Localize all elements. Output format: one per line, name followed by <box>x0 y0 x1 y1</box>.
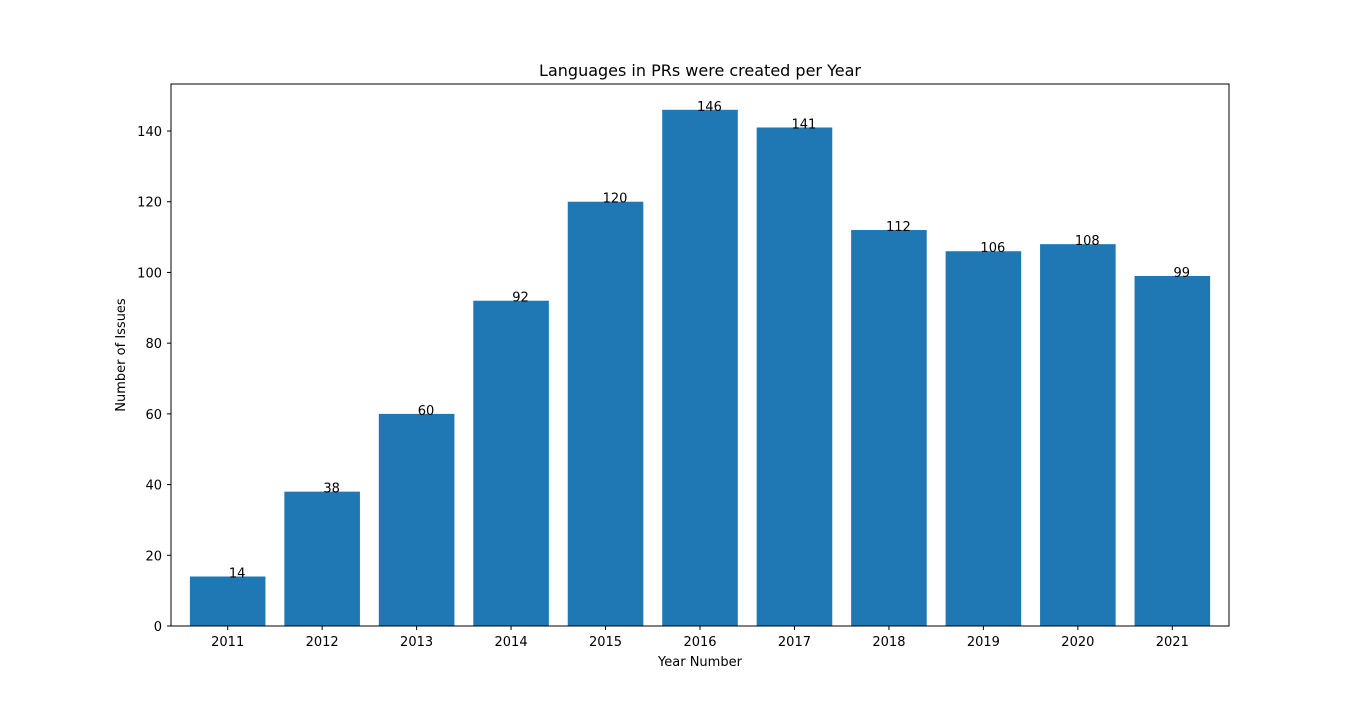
bar-2020 <box>1040 244 1116 627</box>
y-axis-label: Number of Issues <box>114 298 129 412</box>
x-tick-label-2015: 2015 <box>589 635 622 650</box>
x-tick-label-2013: 2013 <box>400 635 433 650</box>
chart-title: Languages in PRs were created per Year <box>539 61 861 80</box>
bar-2016 <box>662 109 738 627</box>
bar-2019 <box>945 251 1022 626</box>
bar-2012 <box>284 491 360 626</box>
x-tick-label-2012: 2012 <box>306 635 339 650</box>
y-tick-label-120: 120 <box>137 196 162 211</box>
data-label-2016: 146 <box>697 100 722 115</box>
data-label-2018: 112 <box>886 220 911 235</box>
y-tick-label-20: 20 <box>145 549 162 564</box>
y-tick-label-100: 100 <box>137 266 162 281</box>
y-tick-label-60: 60 <box>145 408 162 423</box>
x-tick-label-2020: 2020 <box>1061 635 1094 650</box>
bar-2011 <box>189 576 266 626</box>
data-label-2015: 120 <box>603 192 628 207</box>
data-label-2012: 38 <box>323 482 340 497</box>
bar-2021 <box>1134 275 1211 626</box>
y-tick-label-140: 140 <box>137 125 162 140</box>
plot-area: 14 2011 38 2012 60 2013 92 2014 120 2015 146 2016 14… <box>137 83 1230 650</box>
y-tick-label-40: 40 <box>145 479 162 494</box>
bar-2018 <box>851 230 927 627</box>
x-tick-label-2019: 2019 <box>967 635 1000 650</box>
x-tick-label-2021: 2021 <box>1156 635 1189 650</box>
x-tick-label-2016: 2016 <box>683 635 716 650</box>
data-label-2013: 60 <box>418 404 435 419</box>
data-label-2019: 106 <box>980 241 1005 256</box>
data-label-2014: 92 <box>512 291 529 306</box>
x-tick-label-2018: 2018 <box>872 635 905 650</box>
x-tick-label-2014: 2014 <box>495 635 528 650</box>
bar-2015 <box>567 201 644 626</box>
data-label-2017: 141 <box>791 117 816 132</box>
bar-2013 <box>378 413 455 626</box>
x-axis-label: Year Number <box>657 655 743 670</box>
data-label-2011: 14 <box>229 567 246 582</box>
y-tick-label-80: 80 <box>145 337 162 352</box>
bar-2017 <box>756 127 833 627</box>
y-tick-label-0: 0 <box>154 620 162 635</box>
x-tick-label-2017: 2017 <box>778 635 811 650</box>
bar-2014 <box>473 300 549 626</box>
plot-frame <box>170 83 1230 627</box>
data-label-2021: 99 <box>1173 266 1190 281</box>
x-tick-label-2011: 2011 <box>211 635 244 650</box>
data-label-2020: 108 <box>1075 234 1100 249</box>
